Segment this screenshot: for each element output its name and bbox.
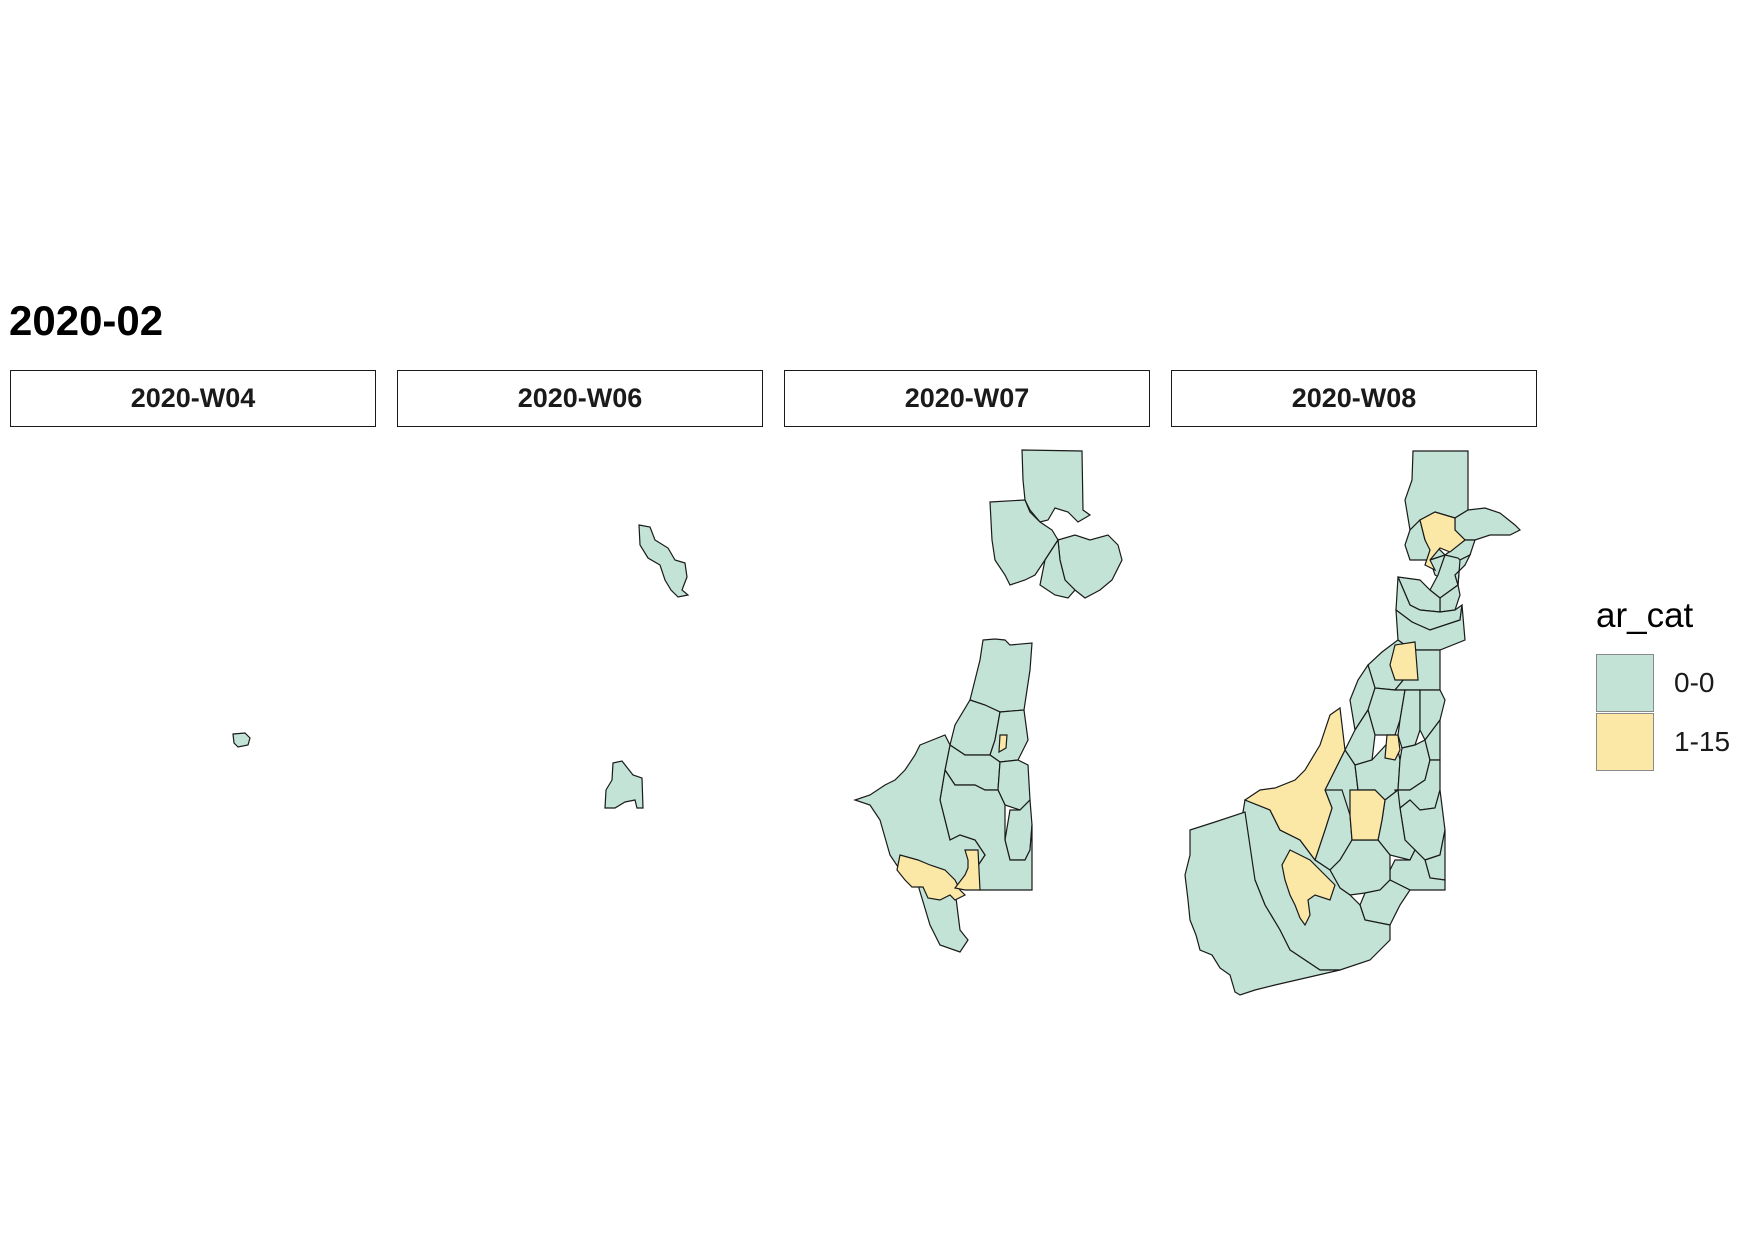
region-0-0: [969, 638, 1033, 713]
region-1-15: [1349, 789, 1386, 841]
region-1-15: [1389, 641, 1419, 681]
region-1-15: [1243, 706, 1346, 862]
region-0-0: [604, 760, 644, 809]
legend-key-1-15: [1596, 712, 1654, 771]
map-panel-w08: [1184, 450, 1522, 996]
region-1-15: [1281, 849, 1336, 927]
map-panel-w06: [604, 524, 690, 809]
region-0-0: [1389, 848, 1446, 891]
legend-title: ar_cat: [1596, 596, 1694, 635]
map-panel-w04: [232, 732, 251, 748]
region-0-0: [232, 732, 251, 748]
region-0-0: [1454, 507, 1522, 541]
facet-strip-w04: 2020-W04: [10, 370, 376, 427]
legend-key-0-0: [1596, 653, 1654, 712]
facet-strip-w07: 2020-W07: [784, 370, 1150, 427]
region-1-15: [896, 854, 967, 901]
legend: ar_cat 0-0 1-15: [1596, 596, 1730, 771]
region-0-0: [1039, 538, 1076, 599]
region-0-0: [989, 499, 1059, 586]
region-1-15: [1419, 511, 1466, 572]
region-0-0: [1184, 811, 1341, 996]
region-0-0: [638, 524, 690, 598]
region-1-15: [1384, 734, 1401, 761]
legend-item-1-15: 1-15: [1596, 712, 1730, 771]
legend-item-0-0: 0-0: [1596, 653, 1730, 712]
region-1-15: [998, 734, 1008, 754]
facet-strip-w06: 2020-W06: [397, 370, 763, 427]
legend-label-1-15: 1-15: [1674, 725, 1731, 757]
facet-strip-w08: 2020-W08: [1171, 370, 1537, 427]
region-0-0: [1021, 449, 1092, 523]
region-1-15: [953, 849, 981, 891]
map-panel-w07: [853, 449, 1123, 953]
legend-label-0-0: 0-0: [1674, 666, 1715, 698]
plot-title: 2020-02: [9, 297, 164, 344]
